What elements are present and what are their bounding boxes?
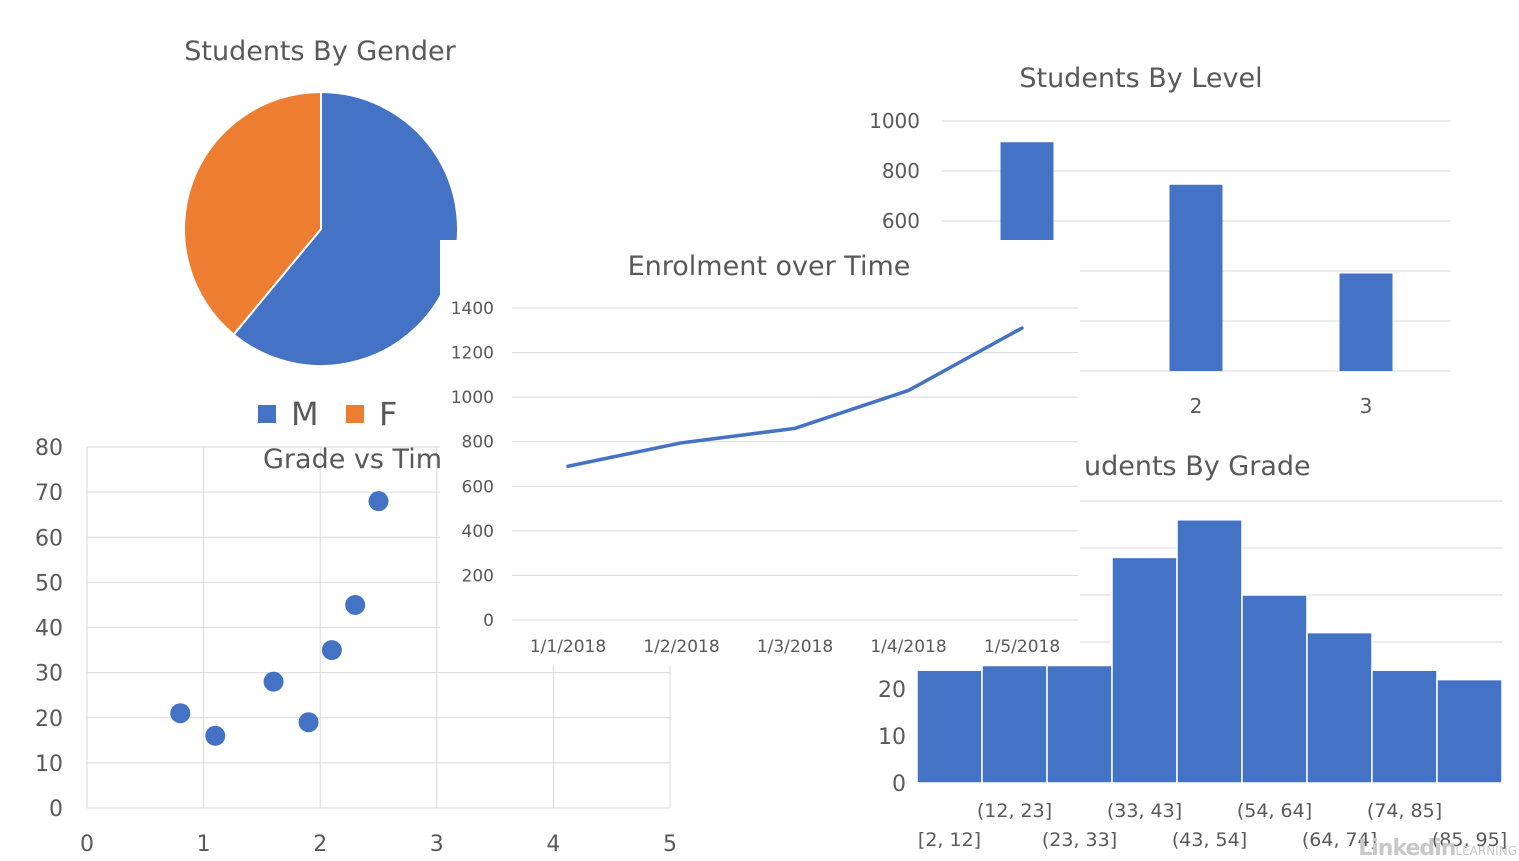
scatter-point <box>321 640 342 661</box>
x-tick-label: (74, 85] <box>1367 800 1442 822</box>
y-tick-label: 50 <box>35 571 63 596</box>
x-tick-label: 2 <box>1190 394 1203 418</box>
y-tick-label: 10 <box>878 725 906 750</box>
students-by-grade-svg: udents By Grade 0 10 20 [2, 12] (12, 23] (23, … <box>878 451 1507 851</box>
y-tick-label: 20 <box>878 678 906 703</box>
y-tick-label: 40 <box>35 617 63 642</box>
x-tick-label: (54, 64] <box>1237 800 1312 822</box>
scatter-point <box>263 671 284 692</box>
students-by-gender-chart: Students By Gender M F <box>160 30 480 435</box>
enrolment-over-time-svg: Enrolment over Time 0 200 400 600 800 1000 1200… <box>451 251 1078 657</box>
series-line <box>566 326 1024 468</box>
scatter-point <box>205 725 226 746</box>
x-tick-label: 1/2/2018 <box>643 637 719 657</box>
y-tick-label: 1200 <box>451 344 494 364</box>
students-by-gender-svg: Students By Gender M F <box>183 36 459 433</box>
y-tick-label: 20 <box>35 707 63 732</box>
y-tick-label: 600 <box>462 477 494 497</box>
y-tick-label: 80 <box>35 436 63 461</box>
y-tick-label: 200 <box>462 566 494 586</box>
linkedin-learning-watermark: LinkedinLEARNING <box>1358 836 1517 861</box>
y-tick-label: 1000 <box>869 109 920 133</box>
histogram-bar <box>1046 664 1113 784</box>
histogram-bar <box>1176 519 1243 784</box>
y-tick-label: 0 <box>49 797 63 822</box>
y-tick-label: 800 <box>462 433 494 453</box>
x-tick-label: (85, 95] <box>1432 829 1507 851</box>
legend-label: M <box>291 395 319 433</box>
x-tick-label: 1/4/2018 <box>870 637 946 657</box>
y-tick-label: 70 <box>35 481 63 506</box>
scatter-point <box>298 712 319 733</box>
bar <box>1339 273 1393 371</box>
legend-swatch <box>258 405 276 423</box>
enrolment-over-time-chart: Enrolment over Time 0 200 400 600 800 1000 1200… <box>440 240 1080 665</box>
y-tick-label: 400 <box>462 522 494 542</box>
x-tick-label: (33, 43] <box>1107 800 1182 822</box>
y-tick-label: 0 <box>892 772 906 797</box>
y-tick-label: 1400 <box>451 299 494 319</box>
legend-label: F <box>379 395 397 433</box>
chart-title: Enrolment over Time <box>628 251 911 282</box>
scatter-point <box>170 703 191 724</box>
x-tick-label: 1/3/2018 <box>757 637 833 657</box>
x-tick-label: 4 <box>546 832 560 857</box>
x-tick-label: (23, 33] <box>1042 829 1117 851</box>
chart-title: udents By Grade <box>1084 451 1311 482</box>
y-tick-label: 0 <box>483 611 494 631</box>
scatter-point <box>368 491 389 512</box>
histogram-bar <box>1371 669 1438 784</box>
x-tick-label: [2, 12] <box>918 829 981 851</box>
histogram-bar <box>1241 594 1308 784</box>
histogram-bar <box>916 669 983 784</box>
x-tick-label: 2 <box>313 832 327 857</box>
x-tick-label: 5 <box>663 832 677 857</box>
x-tick-label: 1/1/2018 <box>530 637 606 657</box>
x-tick-label: 3 <box>430 832 444 857</box>
chart-title: Students By Level <box>1019 63 1262 94</box>
histogram-bar <box>981 664 1048 784</box>
x-tick-label: 3 <box>1360 394 1373 418</box>
y-tick-label: 800 <box>882 159 920 183</box>
x-tick-label: 0 <box>80 832 94 857</box>
x-tick-label: 1/5/2018 <box>984 637 1060 657</box>
y-tick-label: 1000 <box>451 388 494 408</box>
y-tick-label: 600 <box>882 209 920 233</box>
scatter-point <box>345 594 366 615</box>
pie-slice <box>183 90 322 336</box>
y-tick-label: 10 <box>35 752 63 777</box>
chart-title: Grade vs Tim <box>263 444 442 475</box>
histogram-bar <box>1111 556 1178 784</box>
x-tick-label: (43, 54] <box>1172 829 1247 851</box>
chart-title: Students By Gender <box>184 36 456 67</box>
x-tick-label: (12, 23] <box>977 800 1052 822</box>
bar <box>1169 184 1223 371</box>
x-tick-label: (64, 74] <box>1302 829 1377 851</box>
histogram-bar <box>1436 678 1503 784</box>
y-tick-label: 60 <box>35 526 63 551</box>
x-tick-label: 1 <box>197 832 211 857</box>
legend-swatch <box>346 405 364 423</box>
histogram-bar <box>1306 631 1373 784</box>
y-tick-label: 30 <box>35 662 63 687</box>
